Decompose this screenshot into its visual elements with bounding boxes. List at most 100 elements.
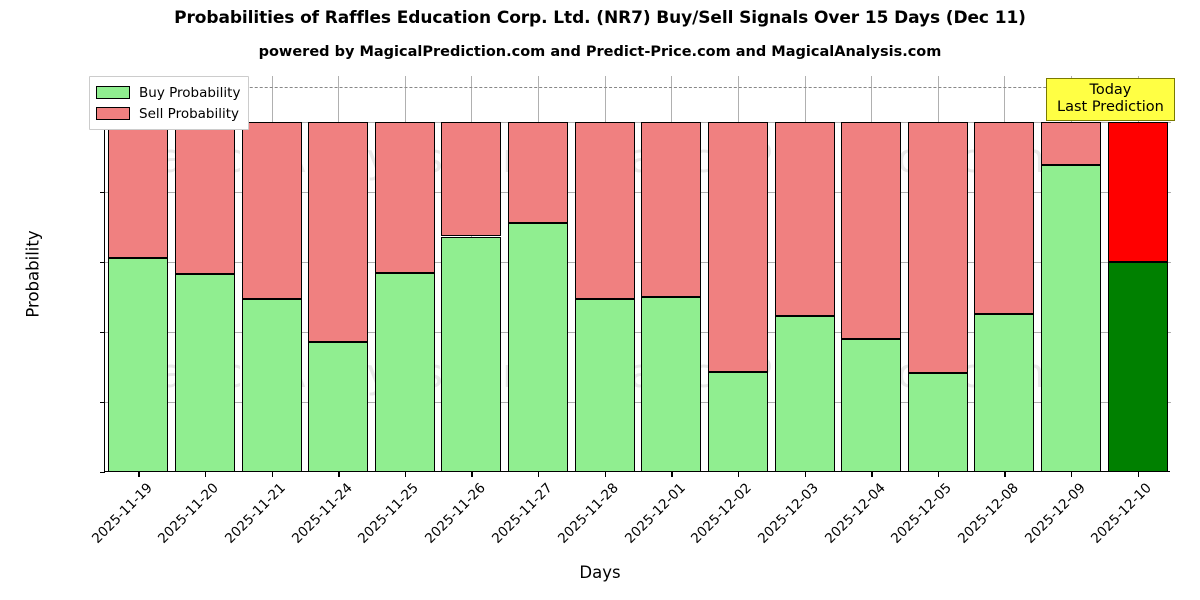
x-tick-label-2025-12-10: 2025-12-10 [1088, 480, 1156, 547]
chart-title: Probabilities of Raffles Education Corp.… [174, 8, 1026, 28]
bar-segment-buy [574, 299, 635, 472]
bar-group [574, 76, 635, 472]
x-tick-mark-3 [338, 472, 340, 477]
bar-segment-buy [441, 236, 502, 472]
x-tick-label-2025-12-05: 2025-12-05 [888, 480, 956, 547]
bar-segment-buy [241, 299, 302, 472]
x-tick-label-2025-12-09: 2025-12-09 [1021, 480, 1089, 547]
legend-label-sell: Sell Probability [139, 105, 240, 122]
today-annotation-line1: Today [1089, 82, 1132, 98]
bar-segment-sell [907, 121, 968, 374]
bar-segment-sell [1041, 121, 1102, 166]
gridline-y-80 [105, 191, 1171, 193]
bar-group [1041, 76, 1102, 472]
y-tick-mark-60 [100, 261, 105, 264]
x-tick-mark-12 [937, 472, 940, 477]
bar-segment-buy [308, 341, 369, 472]
bar-group [841, 76, 902, 472]
gridline-y-100 [105, 121, 1171, 123]
bar-segment-sell [841, 121, 902, 339]
bar-segment-sell [174, 121, 235, 274]
x-tick-label-2025-11-19: 2025-11-19 [88, 480, 156, 547]
bar-segment-sell [374, 121, 435, 274]
bar-segment-buy [774, 316, 835, 472]
bar-group [508, 76, 569, 472]
bar-segment-sell [308, 121, 369, 342]
bar-segment-sell [1107, 121, 1168, 262]
y-tick-mark-80 [100, 191, 105, 194]
bar-segment-sell [641, 121, 702, 297]
x-axis-title: Days [579, 563, 621, 582]
bar-segment-sell [108, 121, 169, 259]
today-annotation: Today Last Prediction [1046, 78, 1175, 122]
threshold-dashed-line [105, 86, 1171, 88]
x-tick-mark-2 [271, 472, 273, 477]
bar-group [241, 76, 302, 472]
x-tick-mark-6 [538, 472, 540, 477]
x-tick-mark-1 [204, 472, 207, 477]
y-axis-title: Probability [23, 230, 43, 318]
x-tick-label-2025-11-26: 2025-11-26 [421, 480, 489, 547]
bar-segment-sell [508, 121, 569, 224]
bar-segment-buy [108, 258, 169, 472]
gridline-y-40 [105, 331, 1171, 333]
bar-segment-buy [841, 338, 902, 472]
x-tick-mark-15 [1137, 472, 1140, 477]
plot-area: MagicalAnalysis.comMagicalPrediction.com… [24, 76, 1171, 547]
bar-series-layer [105, 76, 1171, 472]
x-tick-mark-9 [737, 472, 740, 477]
x-tick-label-2025-11-20: 2025-11-20 [155, 480, 223, 547]
bar-segment-buy [1107, 261, 1168, 472]
x-tick-mark-7 [604, 472, 607, 477]
legend-item-buy: Buy Probability [96, 82, 240, 103]
gridline-y-20 [105, 401, 1171, 403]
x-tick-mark-5 [471, 472, 473, 477]
bar-group [308, 76, 369, 472]
bar-segment-sell [774, 121, 835, 317]
y-tick-mark-0 [100, 472, 105, 474]
bar-segment-buy [641, 296, 702, 472]
chart-legend: Buy Probability Sell Probability [89, 76, 250, 130]
bar-segment-sell [241, 121, 302, 300]
bar-segment-sell [441, 121, 502, 237]
legend-swatch-buy [96, 86, 130, 99]
bar-segment-buy [907, 373, 968, 472]
chart-subtitle: powered by MagicalPrediction.com and Pre… [258, 44, 942, 60]
x-tick-mark-14 [1071, 472, 1073, 477]
x-tick-mark-4 [404, 472, 407, 477]
x-tick-mark-11 [871, 472, 873, 477]
x-tick-label-2025-11-27: 2025-11-27 [488, 480, 556, 547]
bar-group [641, 76, 702, 472]
bar-group [774, 76, 835, 472]
x-tick-label-2025-12-02: 2025-12-02 [688, 480, 756, 547]
bar-segment-buy [974, 314, 1035, 472]
y-tick-mark-20 [100, 401, 105, 404]
legend-swatch-sell [96, 107, 130, 120]
x-tick-label-2025-12-03: 2025-12-03 [755, 480, 822, 547]
x-tick-label-2025-11-28: 2025-11-28 [555, 480, 623, 547]
bar-segment-sell [707, 121, 768, 372]
x-tick-mark-10 [804, 472, 806, 477]
today-annotation-line2: Last Prediction [1057, 99, 1164, 116]
bar-group [974, 76, 1035, 472]
x-tick-label-2025-11-25: 2025-11-25 [355, 480, 423, 547]
x-tick-mark-13 [1004, 472, 1006, 477]
bar-group [441, 76, 502, 472]
bar-group [1107, 76, 1168, 472]
legend-label-buy: Buy Probability [139, 84, 241, 101]
bar-segment-buy [374, 273, 435, 472]
bar-group [707, 76, 768, 472]
bar-segment-sell [974, 121, 1035, 315]
x-tick-mark-8 [671, 472, 673, 477]
x-tick-mark-0 [138, 472, 140, 477]
bar-segment-buy [1041, 165, 1102, 472]
bar-segment-buy [174, 273, 235, 472]
x-tick-label-2025-12-04: 2025-12-04 [821, 480, 889, 547]
bar-segment-buy [707, 371, 768, 472]
x-tick-label-2025-12-08: 2025-12-08 [954, 480, 1022, 547]
bar-group [174, 76, 235, 472]
x-tick-label-2025-11-24: 2025-11-24 [288, 480, 356, 547]
x-tick-label-2025-11-21: 2025-11-21 [222, 480, 289, 547]
bar-group [374, 76, 435, 472]
legend-item-sell: Sell Probability [96, 103, 240, 124]
